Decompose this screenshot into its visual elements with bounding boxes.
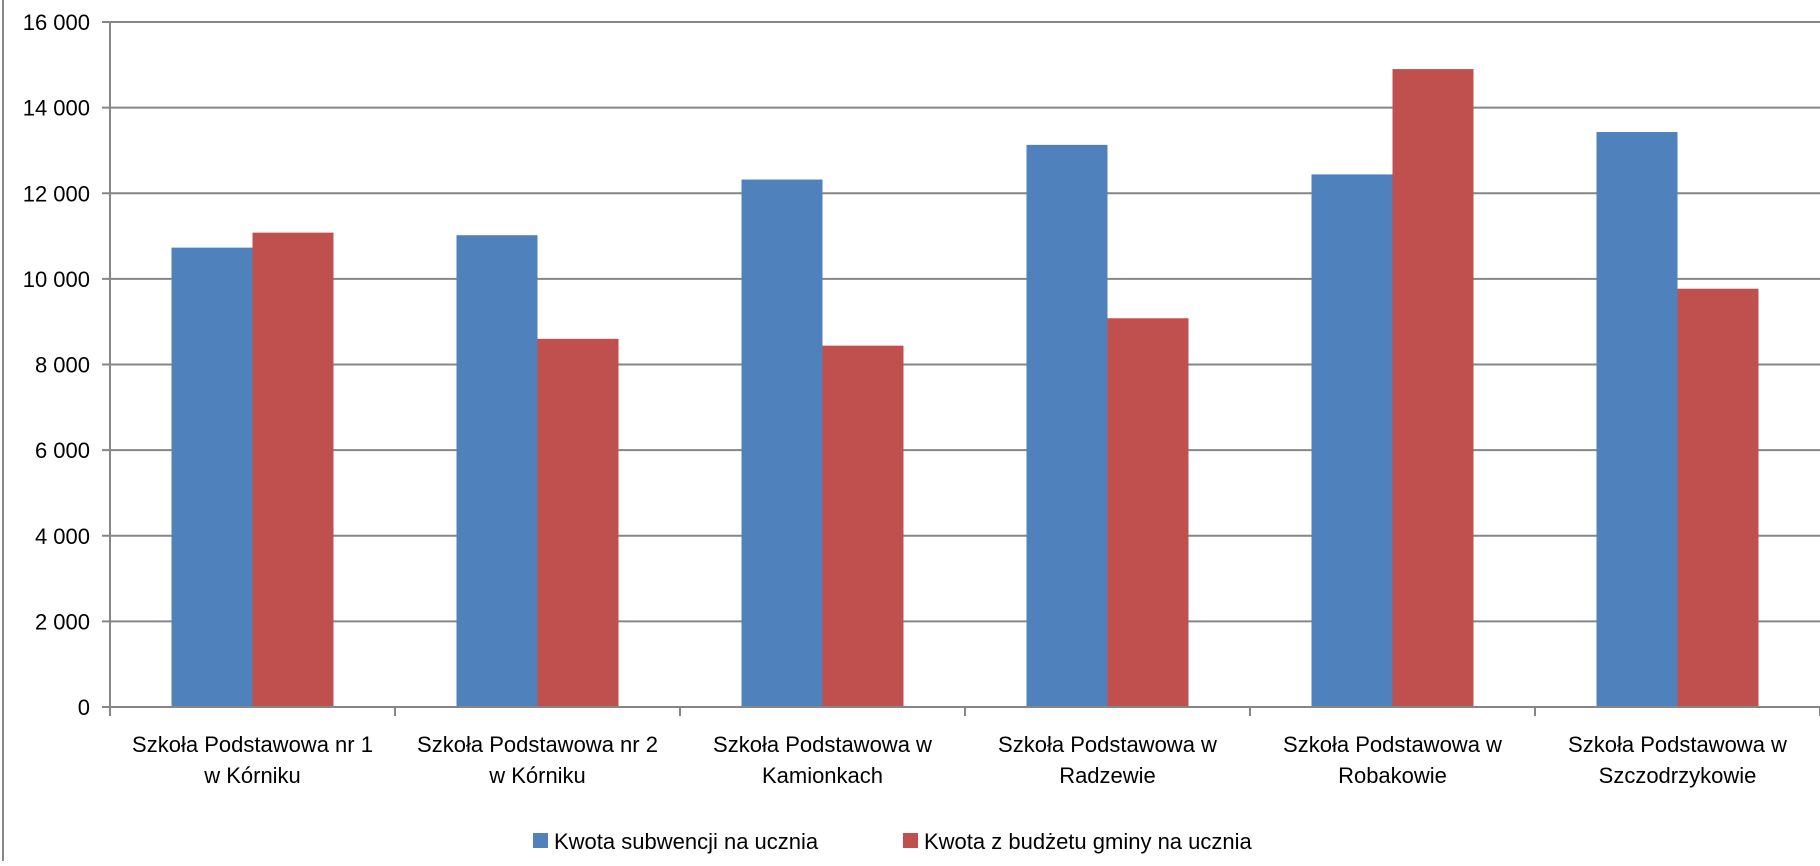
bar-budzet-gminy xyxy=(537,338,619,707)
bar-budzet-gminy xyxy=(822,345,904,707)
bar-budzet-gminy xyxy=(252,232,334,707)
x-category-label: Szkoła Podstawowa w Kamionkach xyxy=(713,732,932,788)
x-category-label: Szkoła Podstawowa w Radzewie xyxy=(998,732,1217,788)
x-category-label: Szkoła Podstawowa w Robakowie xyxy=(1283,732,1502,788)
bar-subwencja xyxy=(456,235,538,708)
y-tick-label: 4 000 xyxy=(35,524,90,549)
bar-subwencja xyxy=(741,179,823,708)
legend-swatch xyxy=(903,833,918,848)
x-category-label: Szkoła Podstawowa w Szczodrzykowie xyxy=(1568,732,1787,788)
y-tick-label: 6 000 xyxy=(35,438,90,463)
y-tick-label: 8 000 xyxy=(35,353,90,378)
bar-budzet-gminy xyxy=(1392,69,1474,707)
bar-subwencja xyxy=(1026,144,1108,707)
bar-subwencja xyxy=(1596,132,1678,707)
y-tick-label: 10 000 xyxy=(23,267,90,292)
bar-budzet-gminy xyxy=(1677,288,1759,707)
y-tick-label: 16 000 xyxy=(23,10,90,35)
legend-label: Kwota subwencji na ucznia xyxy=(554,829,819,854)
y-tick-label: 0 xyxy=(78,695,90,720)
bar-subwencja xyxy=(171,247,253,707)
legend-swatch xyxy=(533,833,548,848)
bar-subwencja xyxy=(1311,174,1393,708)
legend-label: Kwota z budżetu gminy na ucznia xyxy=(924,829,1253,854)
y-tick-labels: 0 2 000 4 000 6 000 8 000 10 000 12 000 14 000 1… xyxy=(23,10,90,720)
bars xyxy=(171,69,1759,708)
y-tick-label: 14 000 xyxy=(23,96,90,121)
y-tick-label: 12 000 xyxy=(23,181,90,206)
legend: Kwota subwencji na ucznia Kwota z budżetu… xyxy=(533,829,1253,854)
gridlines xyxy=(110,21,1820,623)
y-tick-label: 2 000 xyxy=(35,609,90,634)
bar-budzet-gminy xyxy=(1107,318,1189,707)
